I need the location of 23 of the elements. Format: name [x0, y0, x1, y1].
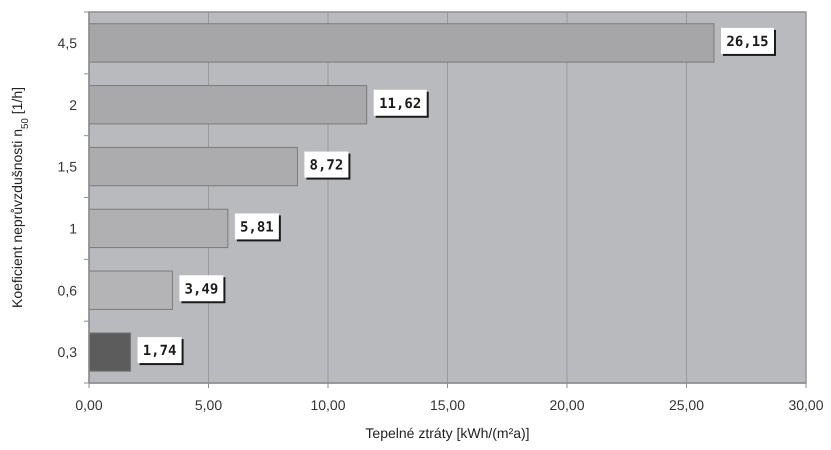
y-tick-label: 2	[69, 96, 78, 113]
data-label: 5,81	[240, 219, 274, 236]
bar	[88, 85, 368, 124]
x-tick-label: 20,00	[549, 397, 585, 413]
data-label: 11,62	[379, 96, 422, 112]
data-label: 26,15	[726, 34, 769, 50]
y-tick-label: 0,3	[58, 344, 78, 360]
x-tick-label: 5,00	[194, 397, 222, 413]
x-tick-label: 0,00	[75, 397, 103, 413]
bar	[88, 146, 298, 186]
y-tick-label: 4,5	[58, 34, 78, 51]
bar	[88, 332, 132, 372]
x-tick-label: 25,00	[668, 397, 704, 413]
x-tick-label: 10,00	[310, 397, 346, 413]
y-tick-label: 1	[69, 220, 78, 236]
data-label: 3,49	[184, 281, 218, 298]
x-tick-label: 30,00	[788, 397, 824, 413]
x-tick-label: 15,00	[430, 397, 466, 413]
x-axis-title: Tepelné ztráty [kWh/(m²a)]	[365, 425, 530, 441]
data-label: 8,72	[310, 158, 344, 174]
y-tick-label: 0,6	[58, 282, 78, 298]
y-tick-label: 1,5	[58, 158, 78, 175]
data-label: 1,74	[142, 343, 176, 360]
